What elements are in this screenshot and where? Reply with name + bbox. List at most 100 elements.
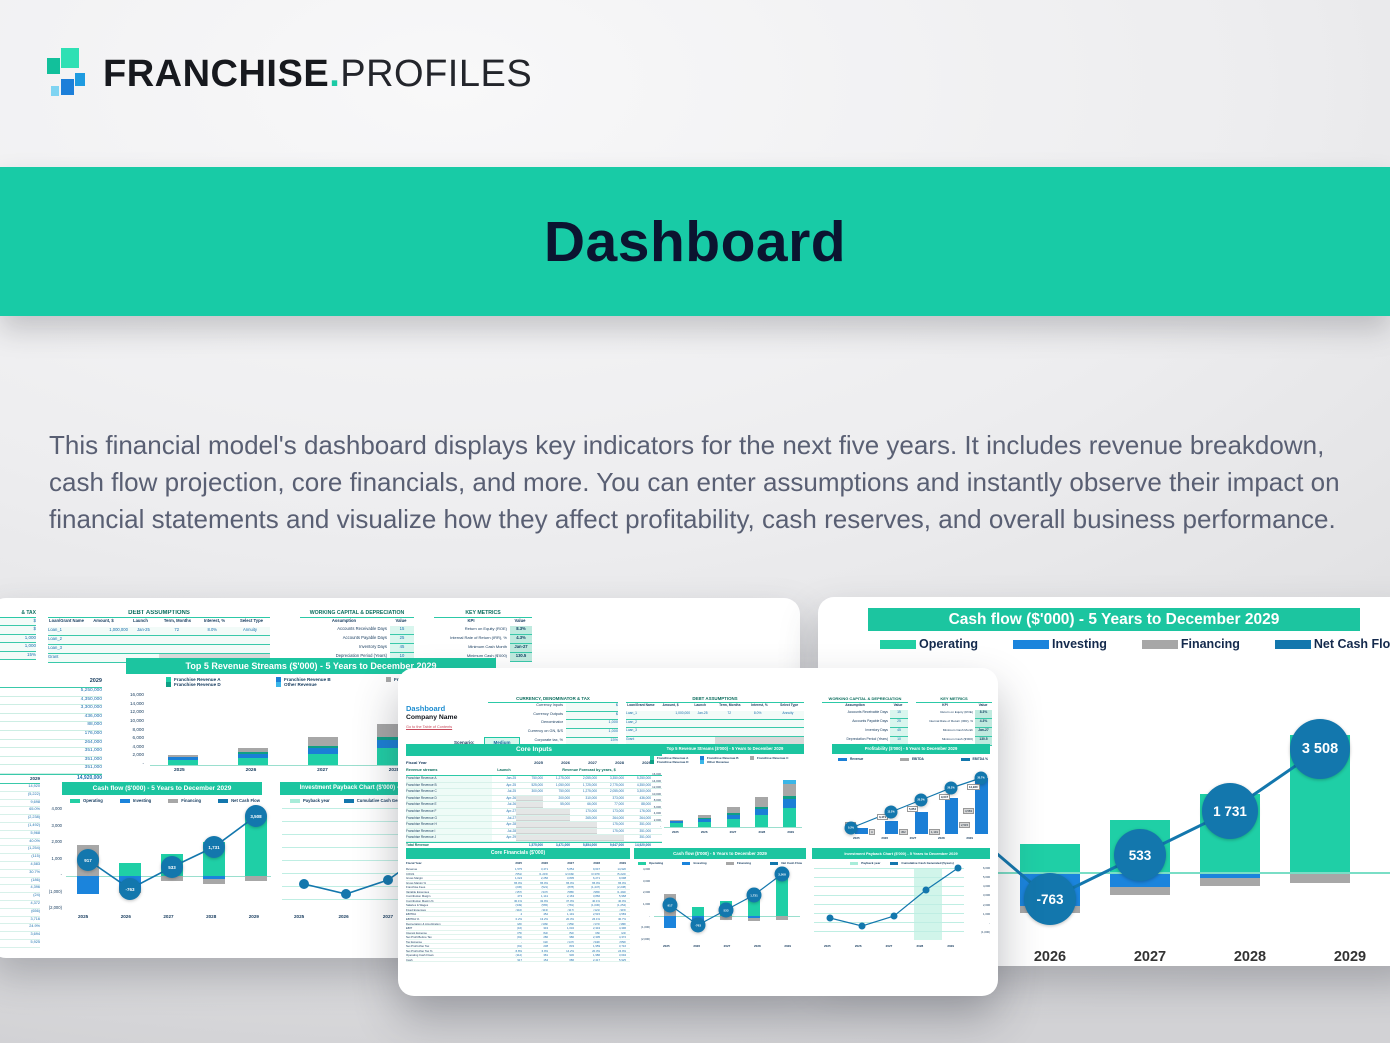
legend-item: Financing: [725, 861, 751, 865]
cell-value: (521): [541, 885, 548, 889]
data-bubble: -763: [119, 878, 141, 900]
legend-item: Net Cash Flow: [218, 798, 260, 803]
pct-bubble: 13.2%: [884, 805, 898, 819]
cell-value: 30.1%: [514, 898, 522, 903]
bar-2027-neg: [161, 876, 183, 881]
table-row: Contribution Margin 473 1,141 2,163 3,86…: [406, 894, 630, 899]
cell-value: (20): [517, 921, 522, 926]
cell-launch: [127, 636, 159, 645]
cell-value: [543, 808, 570, 815]
table-row: Loan_1 1,000,000 Jan-25 72 8.0% Annuity: [626, 711, 804, 720]
table-row: Franchise Revenue J Apr-29 351,000: [406, 835, 662, 842]
cell-value: 154: [543, 957, 548, 962]
cell-value: 65.0%: [592, 880, 600, 885]
brand-name: FRANCHISE.PROFILES: [103, 53, 532, 96]
top5-chart-title: Top 5 Revenue Streams ($'000) - 5 Years …: [126, 658, 496, 674]
cell-value: 1,191: [567, 912, 574, 917]
legend-swatch-icon: [166, 677, 171, 682]
legend-swatch-icon: [725, 861, 734, 865]
x-axis-label: 2027: [1133, 949, 1167, 965]
legend-item: Franchise Revenue B: [276, 677, 386, 682]
cell-value: (117): [567, 907, 574, 912]
legend-swatch-icon: [750, 756, 754, 760]
cell-value: 55,000: [560, 802, 570, 807]
legend-swatch-icon: [1274, 639, 1311, 649]
cell-value: 66,000: [587, 802, 597, 807]
cell-value: 175,000: [612, 828, 624, 833]
cell-value: 1,000: [0, 634, 36, 644]
x-axis-label: 2029: [966, 836, 973, 840]
cell-value: 9,698: [619, 876, 626, 880]
x-axis-label: 2029: [1333, 949, 1367, 965]
legend-item: Payback year: [850, 861, 880, 865]
revenue-streams-table: Revenue streams Launch Revenue Forecast …: [406, 768, 662, 849]
cell-value: [516, 795, 543, 802]
revenue-bar: [885, 821, 898, 834]
cell-loan-name: Loan_3: [626, 728, 657, 738]
legend-item: EBITDA: [899, 757, 924, 761]
cell-value: 1,050,000: [555, 782, 570, 787]
x-axis-label: 2025: [78, 914, 89, 919]
cell-launch: Jul-26: [507, 802, 516, 807]
cell-value: 65.0%: [0, 807, 40, 816]
cell-launch: [690, 719, 715, 729]
table-row: Gross Margin 1,024 2,256 3,805 6,271 9,6…: [406, 876, 630, 881]
cell-value: (91): [517, 935, 522, 939]
cell-label: Inventory Days: [359, 644, 387, 649]
column-header: Launch: [694, 703, 707, 707]
cell-value: [516, 802, 543, 808]
cell-value: 3,300,000: [0, 705, 102, 714]
key-metrics-table: KEY METRICS KPI Value Return on Equity (…: [916, 696, 992, 746]
stacked-bar-2027: [726, 807, 740, 827]
cell-value: (64): [543, 930, 548, 935]
x-axis-label: 2028: [937, 836, 945, 840]
cell-label: Variable Expenses: [406, 889, 430, 894]
cell-value: (24): [621, 930, 626, 935]
scenario-label: Scenario:: [454, 740, 475, 745]
cell-value: Jan-27: [975, 727, 992, 737]
cell-value: 4.3%: [975, 718, 992, 728]
cell-value: 1,000: [0, 643, 36, 652]
section-title: & TAX: [0, 610, 36, 618]
legend-label: Other Revenue: [284, 682, 317, 687]
x-axis-label: 2027: [885, 944, 893, 948]
toc-link[interactable]: Go to the Table of Contents: [406, 725, 453, 729]
bar-2025-neg: [664, 916, 676, 928]
table-row: Operating Cash Flows (112) 381 930 1,986…: [406, 953, 630, 958]
legend-item: Financing: [1141, 637, 1240, 651]
cell-value: 2,417: [593, 957, 600, 962]
cell-value: (113): [541, 907, 548, 912]
x-axis-label: 2026: [338, 914, 349, 919]
cell-label: Corporate tax, %: [534, 737, 564, 742]
cell-loan-name: Loan_2: [626, 719, 657, 729]
y-axis-tick: 4,000: [51, 806, 62, 811]
x-axis-label: 2027: [163, 914, 174, 919]
y-axis-tick: 6,000: [132, 735, 145, 741]
ebitda-label: 452: [899, 829, 908, 835]
cell-value: (2,049): [565, 871, 574, 876]
legend-label: Net Cash Flow: [1313, 637, 1390, 651]
cell-value: 310,000: [585, 795, 597, 800]
cashflow-chart-title: Cash flow ($'000) - 5 Years to December …: [634, 848, 806, 859]
cell-launch: Jan-25: [127, 627, 159, 636]
cell-value: 5,925: [619, 957, 626, 962]
legend-label: Net Cash Flow: [781, 861, 802, 865]
table-row: Loan_3: [48, 645, 270, 654]
y-axis-tick: 2,000: [653, 817, 661, 822]
cell-value: 25: [890, 718, 908, 728]
x-axis-label: 2029: [787, 830, 794, 834]
legend-swatch-icon: [276, 682, 281, 687]
cell-value: (1,254): [617, 903, 626, 907]
cell-value: 686: [569, 957, 574, 962]
cell-value: (1,492): [617, 889, 626, 894]
cell-value: 300,000: [531, 789, 543, 794]
total-value: 9,647,000: [609, 842, 624, 847]
cell-value: [570, 835, 597, 841]
total-label: Total Revenue: [406, 842, 429, 847]
table-row: Internal Rate of Return (IRR), % 4.3%: [916, 718, 992, 728]
ebitda-label: 2,515: [959, 822, 970, 828]
cell-label: Minimum Cash Month: [468, 644, 507, 649]
cell-value: $: [566, 703, 618, 712]
cell-value: 2,515: [593, 912, 600, 917]
legend-item: Cumulative Cash Generated (5years): [343, 798, 430, 803]
